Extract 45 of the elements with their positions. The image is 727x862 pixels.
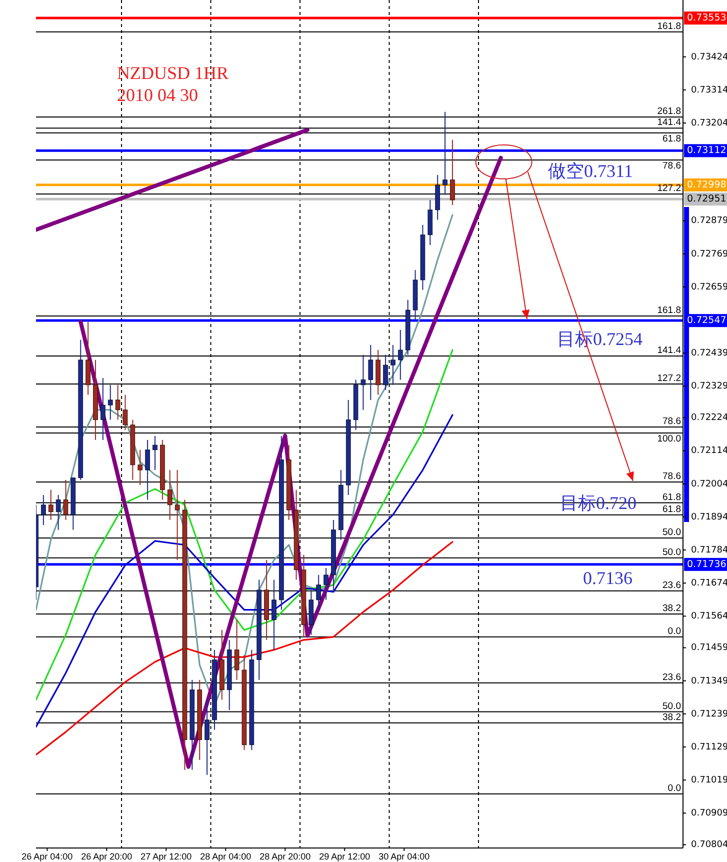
line-series [36,541,454,756]
annotation: 61.8 [662,504,681,515]
annotation: 78.6 [662,416,681,428]
x-tick-label: 26 Apr 20:00 [81,851,132,862]
annotation: 161.8 [657,20,681,32]
candlestick [324,568,328,600]
x-tick-label: 26 Apr 04:00 [22,851,73,862]
line-series [36,414,454,728]
annotation: 做空0.7311 [548,161,633,182]
annotation: 38.2 [662,603,681,614]
ref-line-label: 0.73112 [687,145,726,156]
annotation: 61.8 [662,492,681,503]
annotation: 100.0 [657,434,681,445]
annotation: 161.8 [657,305,681,316]
ref-line-label: 0.72547 [687,315,726,326]
annotation: 2010 04 30 [117,85,198,106]
annotation: 261.8 [657,106,681,117]
annotation: 78.6 [662,471,681,482]
annotation: 50.0 [662,700,681,712]
x-tick-label: 28 Apr 20:00 [260,851,311,862]
ref-line-label: 0.72998 [687,180,726,191]
ref-line-label: 0.72951 [687,194,726,205]
annotation: 61.8 [662,133,681,144]
x-tick-label: 28 Apr 04:00 [200,851,252,862]
annotation: 0.0 [668,626,681,637]
annotation: 141.4 [657,117,681,128]
x-tick-label: 30 Apr 04:00 [378,851,430,862]
annotation: 38.2 [662,712,681,723]
annotation: 127.2 [657,182,681,194]
candlestick [152,436,158,471]
ref-line-label: 0.73553 [687,12,726,24]
line-series [36,349,454,701]
ref-line-label: 0.71736 [687,559,726,570]
annotation: 23.6 [662,672,681,683]
annotation: 50.0 [662,526,681,538]
annotation: 78.6 [662,160,681,172]
annotation: 50.0 [662,546,681,558]
annotation: NZDUSD 1HR [117,63,229,84]
annotation: 0.0 [668,782,681,794]
annotation: 127.2 [657,373,681,384]
x-tick-label: 29 Apr 12:00 [319,851,370,862]
annotation: 141.4 [657,345,681,356]
x-tick-label: 27 Apr 12:00 [140,851,192,862]
annotation: 0.7136 [583,568,632,588]
annotation: 23.6 [662,580,681,591]
